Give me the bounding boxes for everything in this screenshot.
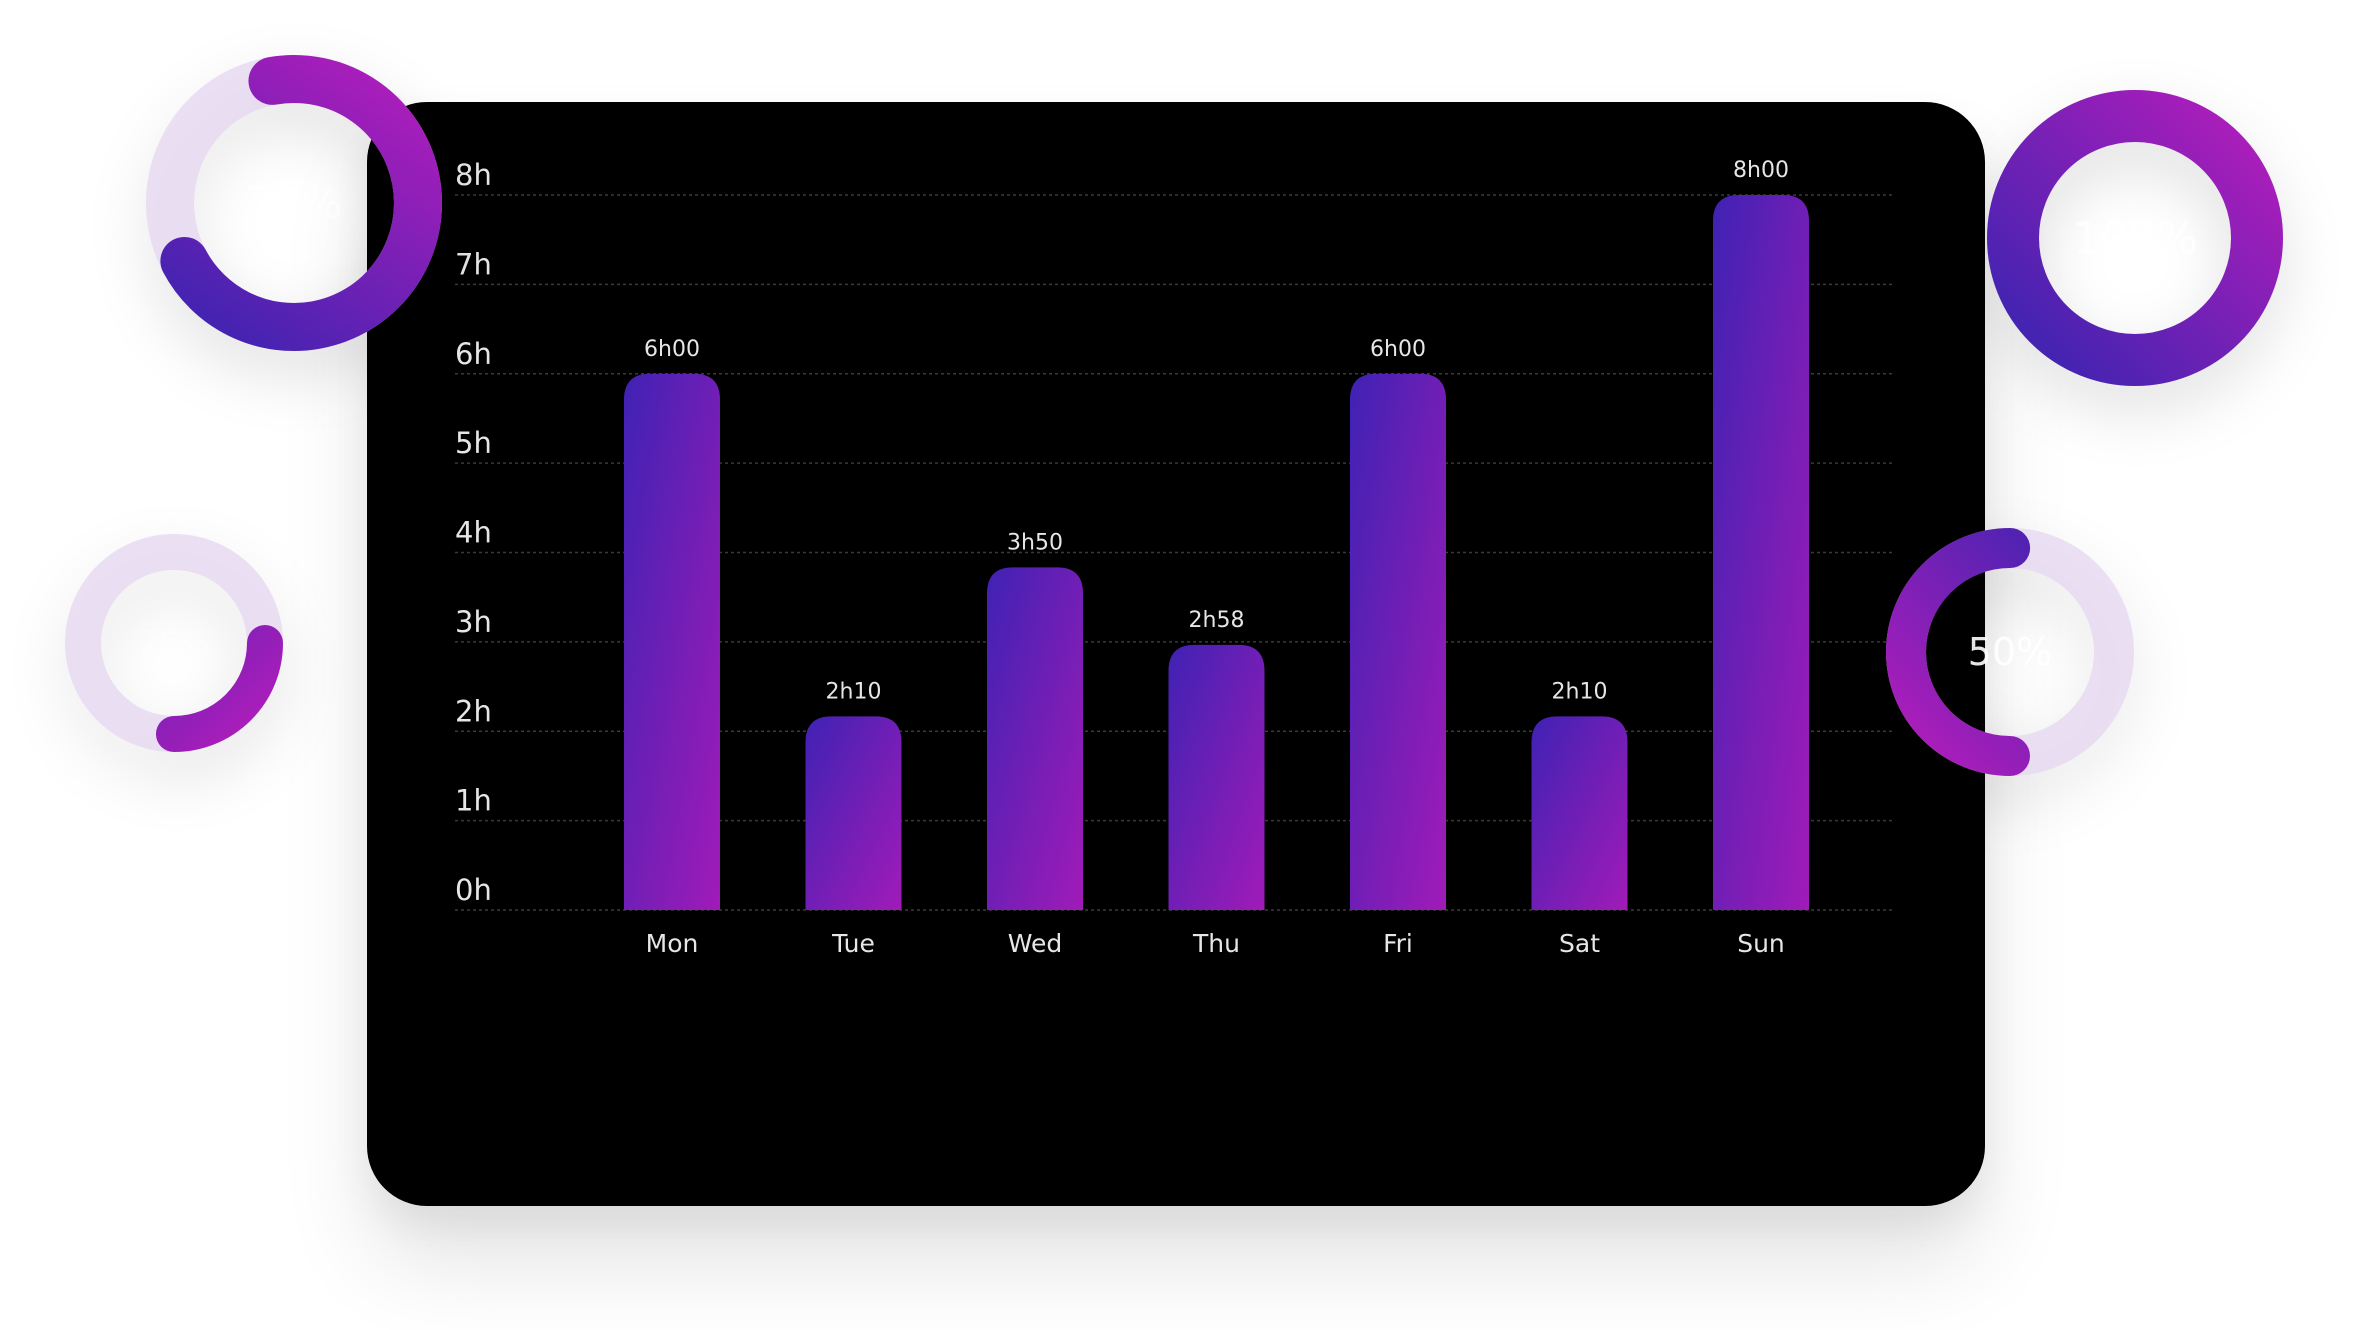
y-tick-label: 6h: [455, 337, 492, 371]
value-label: 6h00: [1370, 337, 1426, 362]
ring-progress-arc: [1886, 528, 2134, 776]
ring-graphic: [1987, 90, 2283, 386]
value-label: 3h50: [1007, 530, 1063, 555]
bar-thu: [1168, 644, 1265, 910]
bar-tue: [805, 716, 902, 910]
y-axis-ticks: 0h 1h 2h 3h 4h 5h 6h 7h 8h: [455, 158, 492, 907]
y-tick-label: 3h: [455, 605, 492, 639]
ring-graphic: [65, 534, 283, 752]
y-tick-label: 4h: [455, 516, 492, 550]
bar-sat: [1531, 716, 1628, 910]
ring-progress-arc: [1987, 90, 2283, 386]
x-tick-label: Wed: [1008, 929, 1063, 958]
progress-ring-100: 100%: [1987, 90, 2283, 386]
value-label: 2h10: [1552, 679, 1608, 704]
bars: [624, 195, 1809, 910]
x-tick-label: Mon: [646, 929, 699, 958]
y-tick-label: 2h: [455, 694, 492, 728]
bar-fri: [1350, 373, 1446, 910]
x-tick-label: Tue: [831, 929, 875, 958]
bar-wed: [987, 567, 1083, 910]
bar-mon: [624, 373, 720, 910]
x-tick-label: Sun: [1737, 929, 1785, 958]
value-labels: 6h00 2h10 3h50 2h58 6h00 2h10 8h00: [644, 158, 1789, 704]
y-tick-label: 7h: [455, 247, 492, 281]
value-label: 6h00: [644, 337, 700, 362]
y-tick-label: 0h: [455, 873, 492, 907]
progress-ring-70: 70%: [146, 55, 442, 351]
value-label: 2h10: [826, 679, 882, 704]
y-tick-label: 8h: [455, 158, 492, 192]
progress-ring-50: 50%: [1886, 528, 2134, 776]
ring-graphic: [146, 55, 442, 351]
ring-progress-arc: [146, 55, 442, 351]
ring-graphic: [1886, 528, 2134, 776]
x-tick-label: Fri: [1383, 929, 1413, 958]
value-label: 2h58: [1189, 608, 1245, 633]
x-axis-ticks: Mon Tue Wed Thu Fri Sat Sun: [646, 929, 1785, 958]
ring-progress-arc: [65, 534, 283, 752]
x-tick-label: Sat: [1559, 929, 1600, 958]
bar-sun: [1713, 195, 1809, 910]
y-tick-label: 5h: [455, 426, 492, 460]
progress-ring-25: 25%: [65, 534, 283, 752]
y-tick-label: 1h: [455, 784, 492, 818]
x-tick-label: Thu: [1192, 929, 1240, 958]
value-label: 8h00: [1733, 158, 1789, 183]
